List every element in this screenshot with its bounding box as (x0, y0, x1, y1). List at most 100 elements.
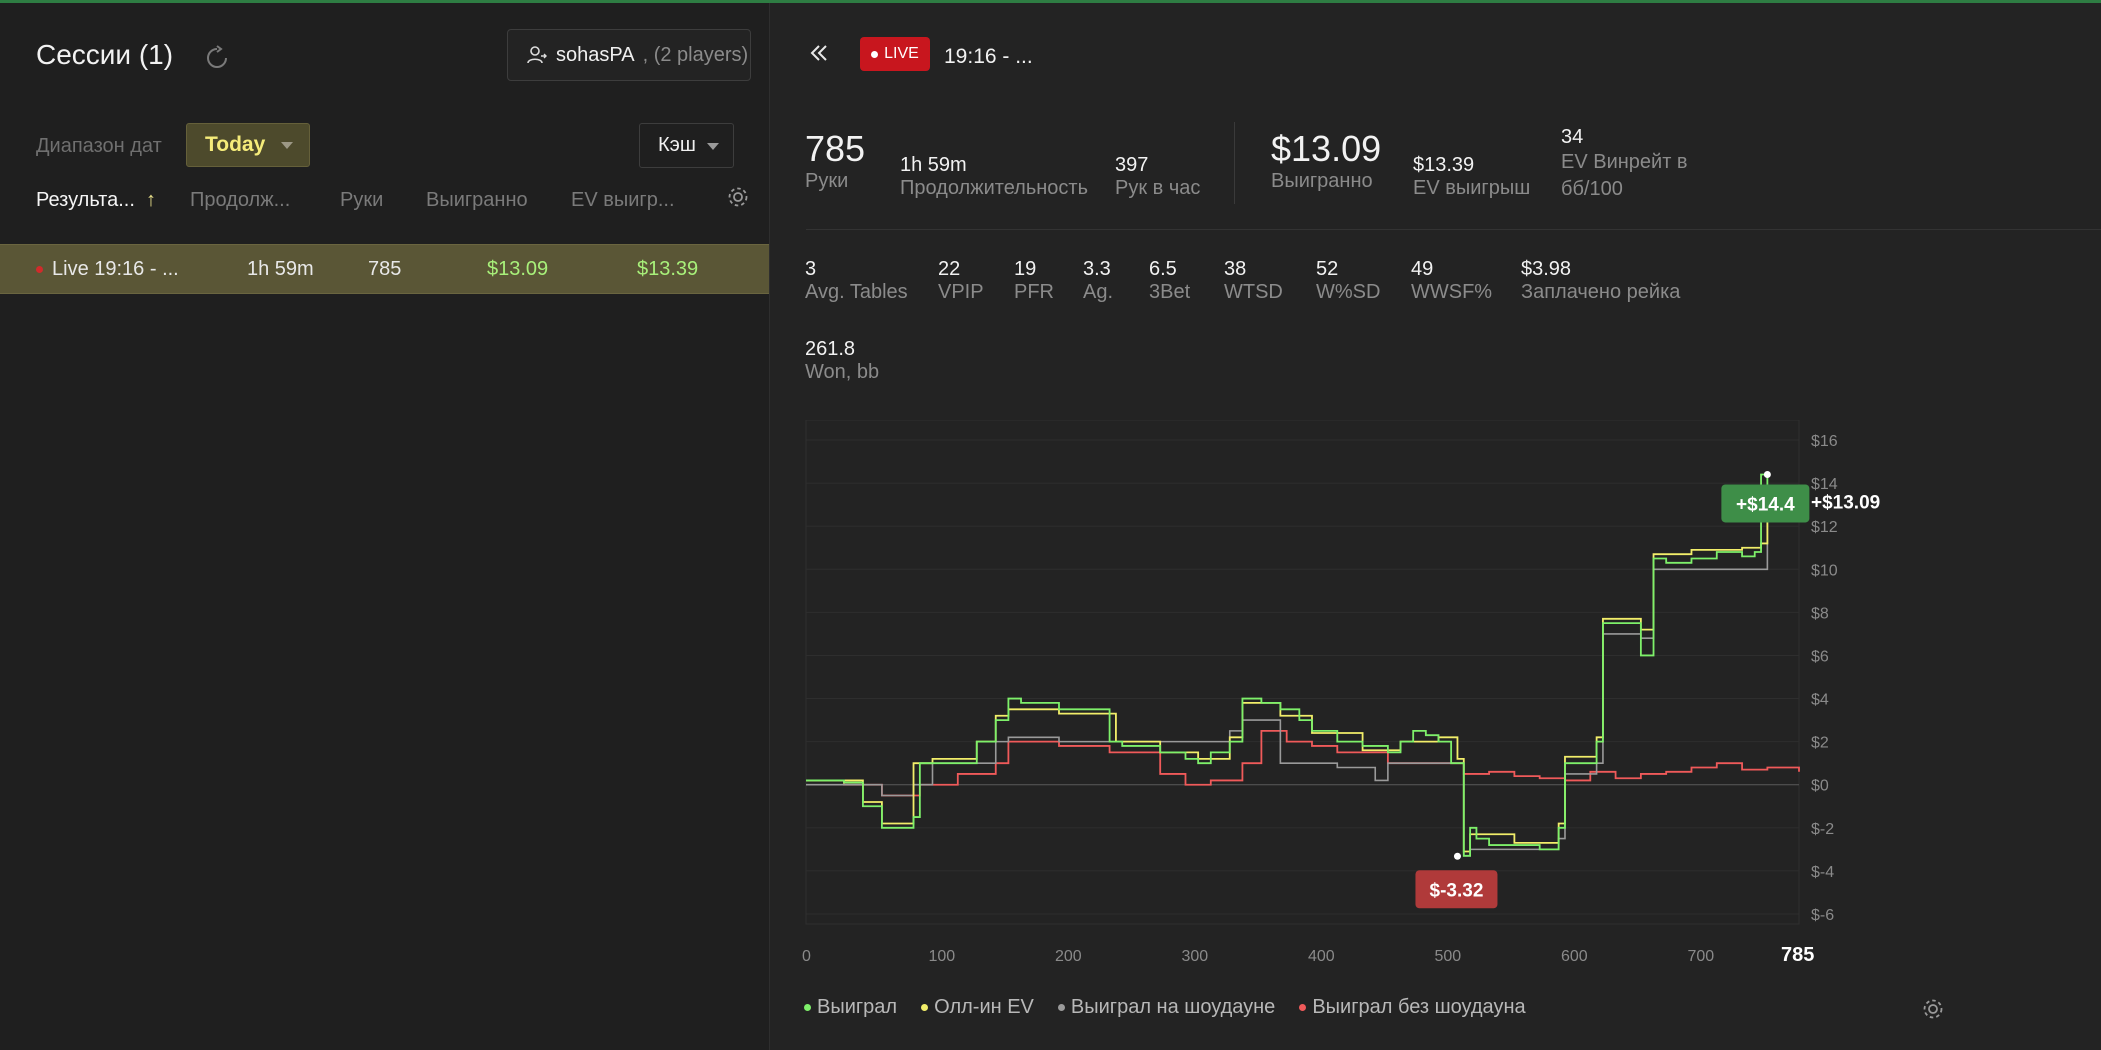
legend-item-non-showdown[interactable]: Выиграл без шоудауна (1299, 996, 1526, 1019)
stat-won: $13.09 Выигранно (1271, 128, 1381, 193)
x-tick-label: 100 (928, 948, 955, 965)
stat-aggression: 3.3 Ag. (1083, 258, 1113, 304)
stat-won-bb: 261.8 Won, bb (805, 338, 879, 384)
stat-value: 785 (805, 128, 866, 169)
legend-dot-icon (921, 1004, 929, 1011)
column-header-hands[interactable]: Руки (340, 189, 384, 211)
stat-rake-paid: $3.98 Заплачено рейка (1521, 258, 1680, 304)
stat-label: W%SD (1316, 281, 1381, 303)
legend-label: Выиграл на шоудауне (1070, 996, 1276, 1018)
live-dot-icon (36, 266, 43, 273)
game-type-value: Кэш (658, 134, 696, 156)
legend-item-allin-ev[interactable]: Олл-ин EV (921, 996, 1034, 1019)
stat-value: $13.39 (1413, 154, 1475, 176)
x-tick-label: 700 (1687, 948, 1714, 965)
stat-label: Руки (805, 170, 849, 192)
y-tick-label: $12 (1811, 519, 1838, 536)
refresh-icon[interactable] (204, 45, 230, 71)
player-count: , (2 players) (642, 43, 749, 66)
y-tick-label: $-4 (1811, 864, 1834, 881)
live-badge: LIVE (860, 37, 930, 71)
date-range-label: Диапазон дат (36, 135, 162, 157)
session-duration: 1h 59m (247, 258, 314, 280)
stat-value: 38 (1224, 258, 1247, 280)
stat-value: 49 (1411, 258, 1434, 280)
series-line-0 (806, 473, 1799, 857)
columns-settings-gear-icon[interactable] (725, 184, 751, 210)
stat-value: 19 (1014, 258, 1037, 280)
legend-item-showdown[interactable]: Выиграл на шоудауне (1057, 996, 1276, 1019)
sort-ascending-icon[interactable]: ↑ (146, 189, 156, 211)
x-tick-label: 600 (1561, 948, 1588, 965)
series-line-3 (806, 729, 1800, 797)
column-header-ev-won[interactable]: EV выигр... (571, 189, 675, 211)
stat-wsd: 52 W%SD (1316, 258, 1380, 304)
stat-vpip: 22 VPIP (938, 258, 984, 304)
column-header-won[interactable]: Выигранно (426, 189, 528, 211)
game-type-dropdown[interactable]: Кэш (639, 123, 734, 168)
date-range-value: Today (205, 133, 266, 156)
live-dot-icon (871, 50, 879, 58)
column-header-result[interactable]: Результа... (36, 189, 135, 211)
y-tick-label: $8 (1811, 605, 1829, 622)
table-row[interactable]: Live 19:16 - ... 1h 59m 785 $13.09 $13.3… (0, 244, 769, 294)
sessions-panel: Сессии (1) sohasPA , (2 players) Диапазон… (0, 3, 770, 1050)
session-won: $13.09 (487, 258, 549, 280)
stat-wwsf: 49 WWSF% (1411, 258, 1492, 304)
stat-ev-winrate: 34 EV Винрейт в бб/100 (1561, 126, 1711, 203)
y-tick-label: $6 (1811, 648, 1829, 665)
stat-value: $3.98 (1521, 258, 1572, 280)
y-tick-label: $0 (1811, 778, 1829, 795)
date-range-dropdown[interactable]: Today (186, 123, 310, 167)
legend-item-won[interactable]: Выиграл (804, 996, 897, 1019)
stat-label: Avg. Tables (805, 281, 908, 303)
double-chevron-left-icon[interactable] (808, 42, 830, 64)
stat-ev-won: $13.39 EV выигрыш (1413, 154, 1530, 200)
stat-value: 3 (805, 258, 817, 280)
x-end-label: 785 (1781, 944, 1814, 966)
session-hands: 785 (368, 258, 402, 280)
stat-label: Заплачено рейка (1521, 281, 1681, 303)
divider (806, 229, 2101, 230)
session-time: 19:16 - ... (944, 45, 1033, 68)
chart-legend: Выиграл Олл-ин EV Выиграл на шоудауне Вы… (804, 996, 1526, 1019)
chart-settings-gear-icon[interactable] (1920, 996, 1946, 1022)
player-selector-button[interactable]: sohasPA , (2 players) (507, 29, 751, 81)
column-header-duration[interactable]: Продолж... (190, 189, 291, 211)
x-tick-label: 300 (1181, 948, 1208, 965)
user-switch-icon (527, 46, 547, 64)
stat-value: 34 (1561, 126, 1584, 148)
x-tick-label: 400 (1308, 948, 1335, 965)
stat-label: EV выигрыш (1413, 177, 1531, 199)
session-ev-won: $13.39 (637, 258, 699, 280)
stat-value: 1h 59m (900, 154, 967, 176)
stat-value: 52 (1316, 258, 1339, 280)
y-tick-label: $2 (1811, 735, 1829, 752)
stat-label: 3Bet (1149, 281, 1191, 303)
sessions-title: Сессии (1) (36, 39, 174, 70)
y-tick-label: $10 (1811, 562, 1838, 579)
stat-value: 22 (938, 258, 961, 280)
legend-dot-icon (1057, 1004, 1065, 1011)
x-tick-label: 0 (802, 948, 811, 965)
stat-label: Рук в час (1115, 177, 1201, 199)
stat-avg-tables: 3 Avg. Tables (805, 258, 908, 304)
x-tick-label: 200 (1055, 948, 1082, 965)
y-tick-label: $14 (1811, 476, 1838, 493)
legend-label: Олл-ин EV (934, 996, 1034, 1018)
plot-area (805, 420, 1800, 925)
stat-value: 3.3 (1083, 258, 1111, 280)
y-tick-label: $4 (1811, 692, 1829, 709)
final-value-label: +$13.09 (1811, 493, 1880, 514)
stat-value: 261.8 (805, 338, 856, 360)
max-point (1763, 470, 1771, 478)
legend-dot-icon (1299, 1004, 1307, 1011)
chevron-down-icon (707, 143, 719, 150)
stat-label: Won, bb (805, 361, 880, 383)
stat-label: WTSD (1224, 281, 1283, 303)
legend-label: Выиграл без шоудауна (1312, 996, 1526, 1018)
y-tick-label: $-6 (1811, 907, 1834, 924)
min-label: $-3.32 (1430, 880, 1484, 901)
min-point (1453, 852, 1461, 860)
stat-label: Продолжительность (900, 177, 1088, 199)
